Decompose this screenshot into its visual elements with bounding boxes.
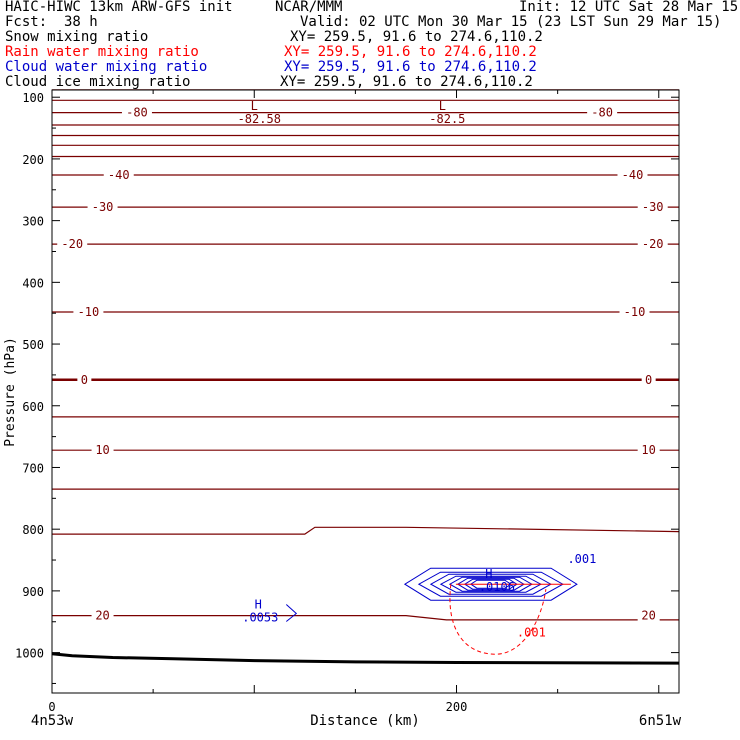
high-value: .0106 (479, 580, 515, 594)
isotherm-line (52, 526, 680, 535)
isotherm-label: 0 (81, 373, 88, 387)
isotherm-label: 20 (95, 609, 109, 623)
isotherm-label: -10 (78, 305, 100, 319)
high-marker: H (485, 567, 492, 581)
field-xy-cloud-ice: XY= 259.5, 91.6 to 274.6,110.2 (280, 74, 533, 90)
y-tick-label: 300 (22, 215, 44, 229)
plot-frame (51, 89, 680, 694)
y-tick-label: 700 (22, 461, 44, 475)
isotherm-label: -80 (591, 106, 613, 120)
isotherm-label-bg (619, 304, 650, 319)
contour-label: .001 (517, 626, 546, 640)
isotherm-label: -20 (61, 237, 83, 251)
rain-water-contour (449, 584, 547, 655)
isotherm-label: -30 (92, 200, 114, 214)
isotherm-label-bg (637, 237, 668, 252)
isotherm-label: -10 (624, 305, 646, 319)
y-tick-label: 1000 (15, 647, 44, 661)
isotherm-line (52, 615, 679, 621)
low-marker: L (251, 99, 258, 113)
terrain-line (51, 652, 680, 665)
y-tick-label: 400 (22, 276, 44, 290)
high-value: .0053 (242, 610, 278, 624)
model-title: HAIC-HIWC 13km ARW-GFS init (5, 0, 233, 15)
isotherm-label-bg (87, 200, 118, 215)
x-tick-label: 0 (48, 700, 55, 714)
isotherm-label-bg (73, 304, 104, 319)
isotherm-label-bg (91, 443, 114, 458)
isotherm-label-bg (637, 608, 660, 623)
y-tick-label: 900 (22, 585, 44, 599)
x-tick-label: 200 (446, 700, 468, 714)
valid-time: Valid: 02 UTC Mon 30 Mar 15 (23 LST Sun … (300, 14, 722, 30)
field-xy-snow: XY= 259.5, 91.6 to 274.6,110.2 (290, 29, 543, 45)
isotherm-label: -40 (108, 168, 130, 182)
isotherm-label-bg (91, 608, 114, 623)
low-value: -82.5 (429, 112, 465, 126)
isotherm-label-bg (637, 200, 668, 215)
isotherm-label-bg (121, 105, 152, 120)
y-tick-label: 500 (22, 338, 44, 352)
cloud-water-layer (285, 567, 578, 622)
fcst-value: 38 h (64, 14, 98, 30)
endpoint-left: 4n53w (31, 713, 74, 729)
x-axis-title: Distance (km) (310, 713, 420, 729)
field-label-rain: Rain water mixing ratio (5, 44, 199, 60)
field-label-cloud-ice: Cloud ice mixing ratio (5, 74, 191, 90)
isotherm-label-bg (617, 167, 648, 182)
isotherm-label-bg (57, 237, 88, 252)
cloud-water-contour (285, 604, 298, 622)
isotherm-label: -40 (622, 168, 644, 182)
rain-water-layer (449, 583, 571, 655)
terrain-layer (51, 652, 680, 665)
y-tick-label: 200 (22, 153, 44, 167)
isotherm-label: 0 (645, 373, 652, 387)
isotherm-label: -20 (642, 237, 664, 251)
endpoint-right: 6n51w (639, 713, 682, 729)
isotherm-label: -30 (642, 200, 664, 214)
field-label-snow: Snow mixing ratio (5, 29, 149, 45)
isotherm-label-bg (641, 372, 656, 387)
isotherm-label-bg (77, 372, 92, 387)
field-xy-cloud-water: XY= 259.5, 91.6 to 274.6,110.2 (284, 59, 537, 75)
field-xy-rain: XY= 259.5, 91.6 to 274.6,110.2 (284, 44, 537, 60)
low-marker: L (439, 99, 446, 113)
cloud-water-contour (403, 567, 578, 601)
fcst-label: Fcst: (5, 14, 48, 30)
isotherm-label: 10 (95, 443, 109, 457)
isotherm-label-bg (637, 443, 660, 458)
isotherm-label: -80 (126, 106, 148, 120)
org-label: NCAR/MMM (275, 0, 343, 15)
high-marker: H (255, 597, 262, 611)
isotherm-layer: -80 -80 -40 -40 -30 -30 -20 -20 -10 -10 0 0 10 10 20 20 (52, 89, 680, 623)
isotherm-label-bg (103, 167, 134, 182)
y-axis-title: Pressure (hPa) (3, 337, 18, 447)
y-tick-label: 600 (22, 400, 44, 414)
contour-label: .001 (567, 552, 596, 566)
low-value: -82.58 (238, 112, 281, 126)
y-tick-label: 800 (22, 523, 44, 537)
isotherm-label-bg (587, 105, 618, 120)
init-time: Init: 12 UTC Sat 28 Mar 15 (519, 0, 739, 15)
isotherm-label: 20 (641, 609, 655, 623)
isotherm-label: 10 (641, 443, 655, 457)
y-tick-label: 100 (22, 91, 44, 105)
field-label-cloud-water: Cloud water mixing ratio (5, 59, 208, 75)
